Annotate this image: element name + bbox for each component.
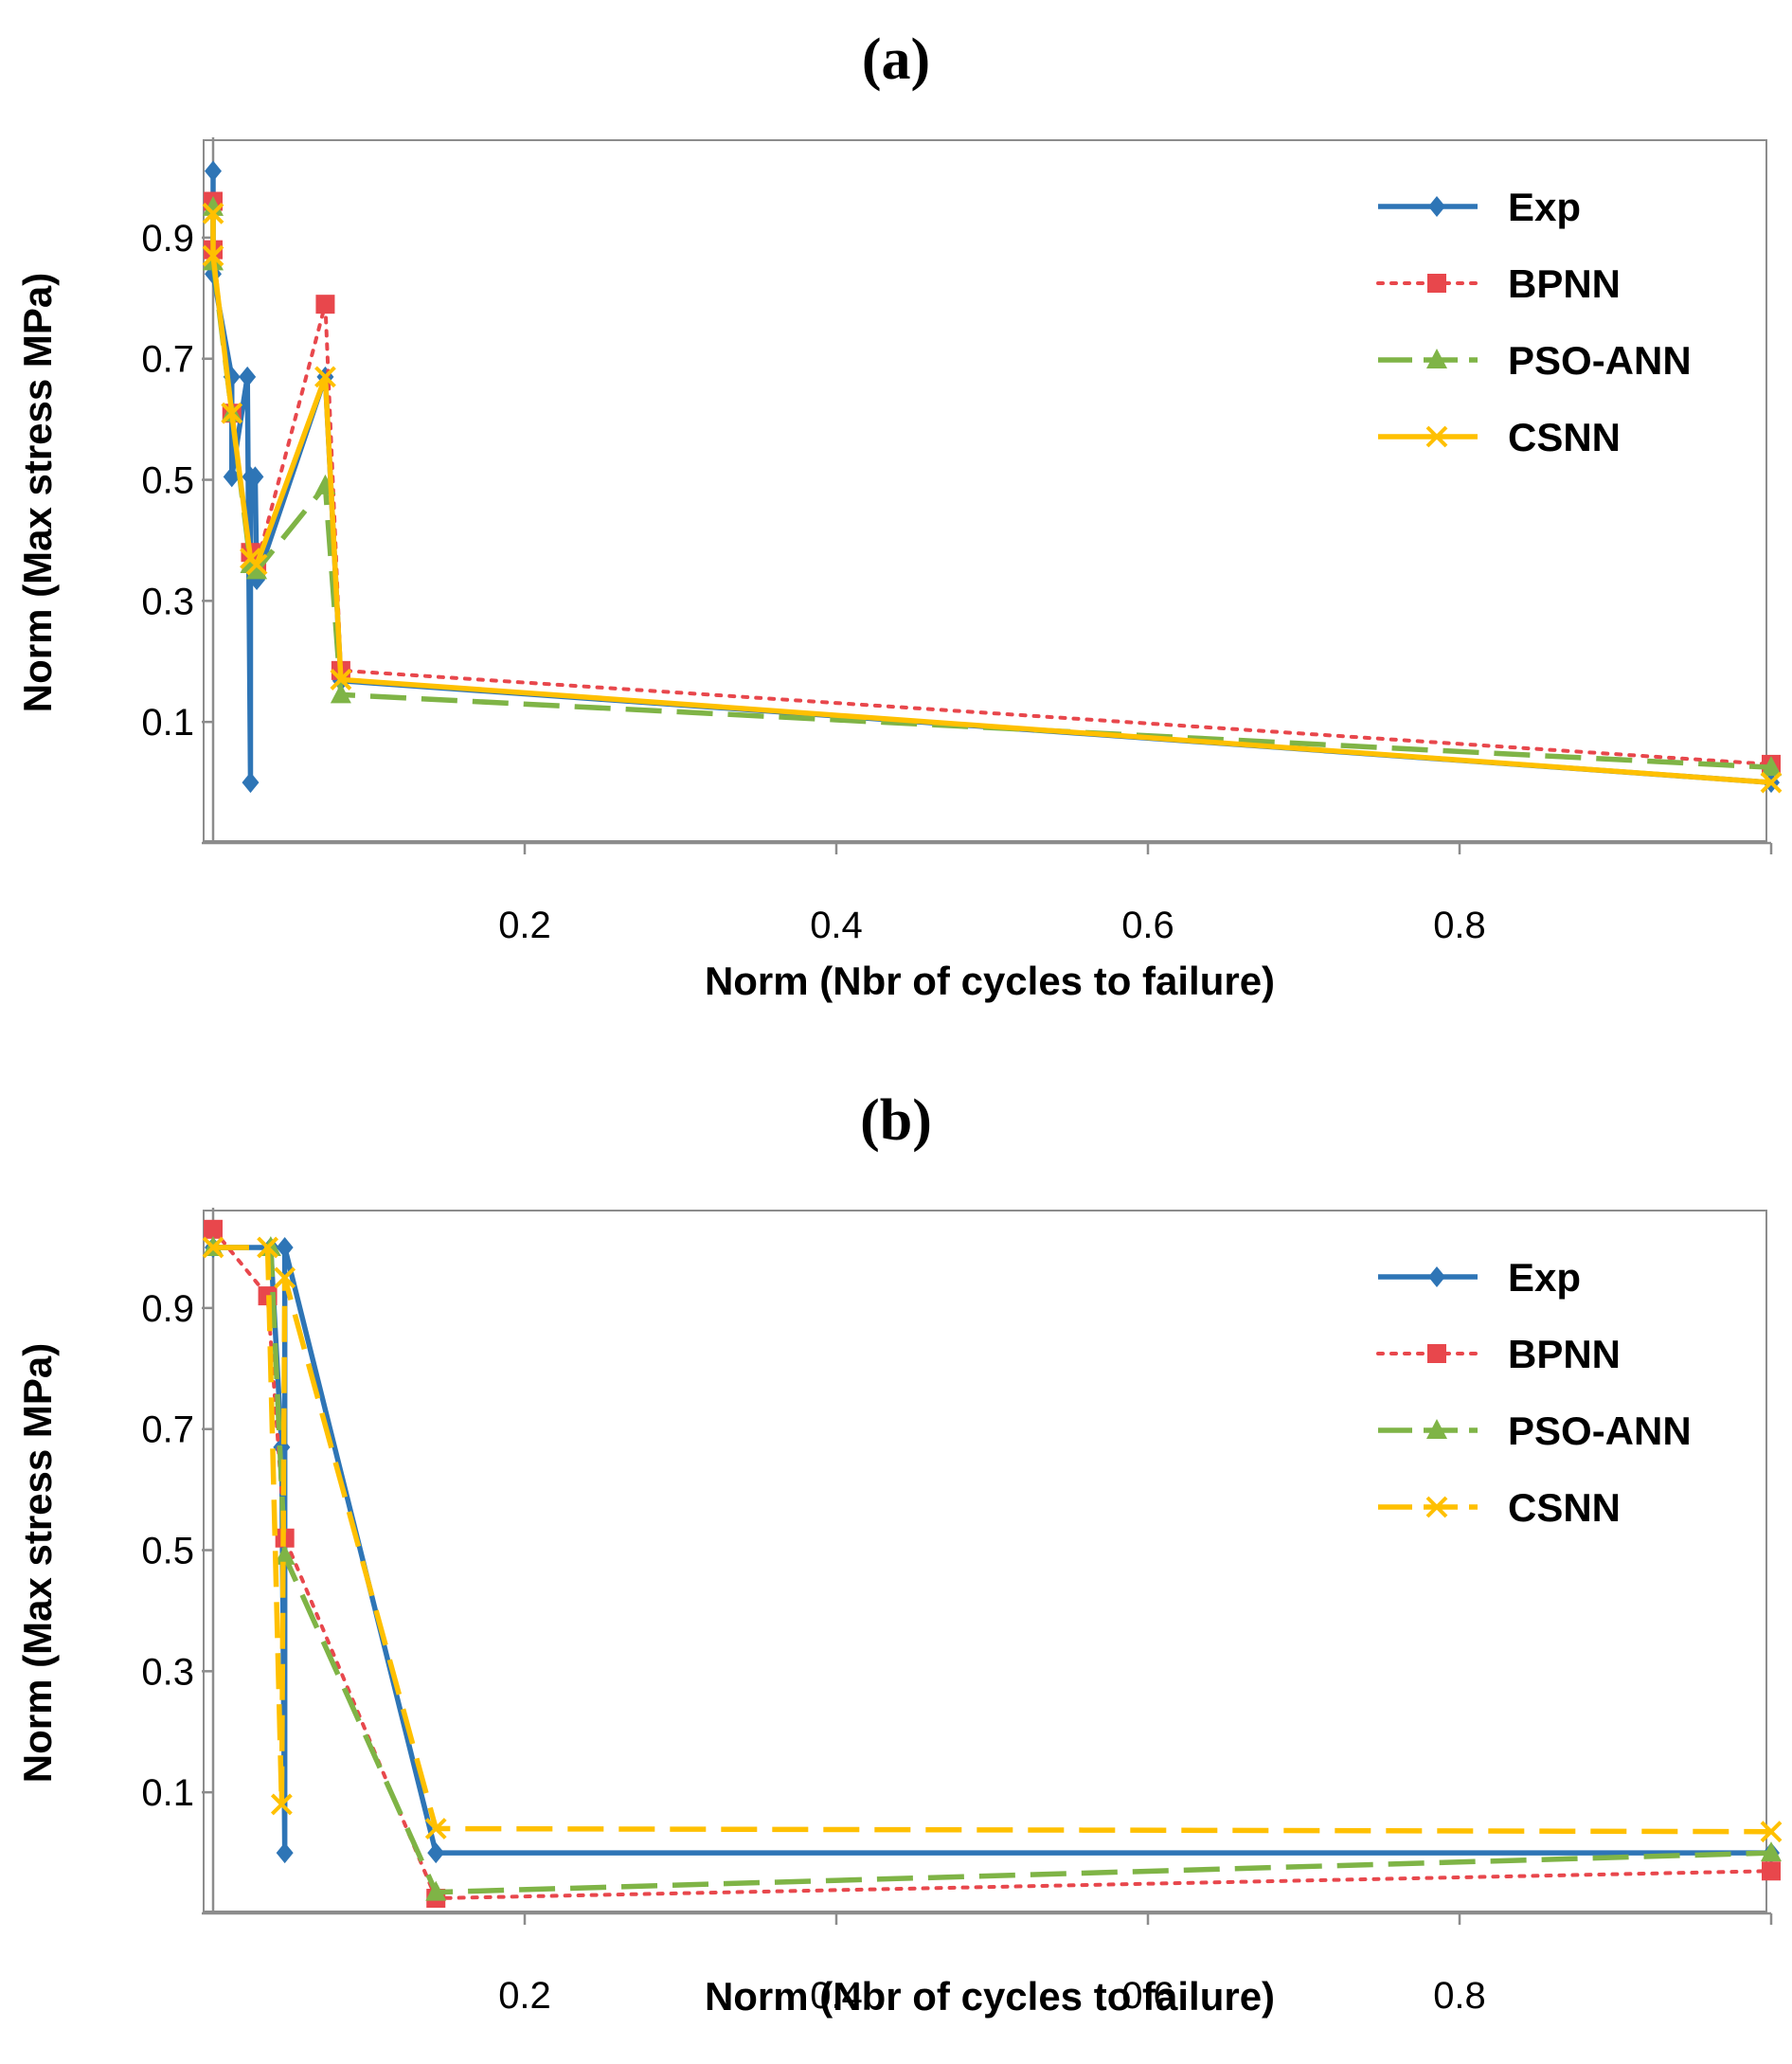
legend: Exp BPNN PSO-ANN CSNN: [1376, 185, 1692, 459]
y-tick-label: 0.9: [141, 218, 194, 260]
x-tick-label: 0.6: [1121, 905, 1174, 946]
data-point-csnn: [314, 366, 336, 388]
x-tick-label: 0.2: [498, 1975, 551, 2017]
data-point-csnn: [270, 1793, 293, 1816]
data-point-exp: [246, 466, 264, 488]
data-point-csnn: [202, 202, 224, 224]
y-axis-label: Norm (Max stress MPa): [15, 273, 60, 712]
y-tick-label: 0.9: [141, 1288, 194, 1330]
data-point-csnn: [330, 669, 352, 691]
legend-label-exp: Exp: [1508, 185, 1581, 229]
data-point-bpnn: [315, 295, 335, 314]
legend-label-csnn: CSNN: [1508, 415, 1621, 459]
data-point-csnn: [221, 402, 243, 424]
legend-marker-pso-ann: [1426, 349, 1447, 368]
legend-marker-csnn: [1425, 1496, 1448, 1518]
chart-a: 0.1 0.3 0.5 0.7 0.9 0.2 0.4 0.6 0.8 Norm (Nbr of …: [15, 137, 1783, 1003]
data-point-exp: [276, 1236, 294, 1258]
data-point-exp: [276, 1842, 294, 1864]
data-point-exp: [205, 160, 222, 182]
plot-frame: [203, 1210, 1767, 1912]
series-csnn: [202, 1236, 1783, 1843]
data-point-csnn: [202, 244, 224, 267]
data-point-csnn: [274, 1266, 296, 1289]
panel-a-title: (a): [861, 27, 931, 92]
data-point-pso-ann: [1761, 756, 1782, 777]
data-point-exp: [223, 466, 241, 488]
data-point-csnn: [245, 553, 268, 576]
legend-label-bpnn: BPNN: [1508, 1332, 1621, 1376]
data-point-csnn: [1760, 771, 1783, 794]
data-point-pso-ann: [203, 195, 224, 216]
x-tick-label: 0.8: [1433, 905, 1486, 946]
data-point-pso-ann: [425, 1880, 447, 1901]
legend-marker-exp: [1428, 1266, 1445, 1287]
y-tick-label: 0.5: [141, 460, 194, 502]
y-tick-label: 0.3: [141, 1651, 194, 1693]
legend-marker-exp: [1428, 196, 1445, 217]
y-axis-label: Norm (Max stress MPa): [15, 1343, 60, 1783]
y-tick-label: 0.1: [141, 1772, 194, 1814]
data-point-csnn: [1760, 1821, 1783, 1843]
data-point-pso-ann: [330, 683, 351, 704]
data-point-exp: [242, 772, 260, 794]
y-tick-label: 0.3: [141, 581, 194, 622]
data-point-pso-ann: [246, 559, 268, 580]
y-tick-label: 0.7: [141, 339, 194, 381]
legend: Exp BPNN PSO-ANN CSNN: [1376, 1255, 1692, 1530]
series-bpnn: [204, 1219, 1781, 1909]
series-line-csnn: [213, 1245, 1772, 1835]
series-line-bpnn: [211, 1227, 1773, 1901]
data-point-csnn: [424, 1818, 447, 1840]
legend-marker-csnn: [1425, 425, 1448, 448]
panel-b-title: (b): [860, 1088, 932, 1153]
data-point-csnn: [257, 1236, 278, 1259]
x-tick-label: 0.6: [1121, 1975, 1174, 2017]
legend-marker-pso-ann: [1426, 1419, 1447, 1439]
data-point-exp: [239, 366, 257, 387]
x-axis-label: Norm (Nbr of cycles to failure): [705, 959, 1275, 1003]
y-tick-label: 0.5: [141, 1531, 194, 1572]
x-tick-label: 0.8: [1433, 1975, 1486, 2017]
series-csnn: [202, 202, 1783, 794]
legend-label-csnn: CSNN: [1508, 1485, 1621, 1530]
data-point-bpnn: [1762, 1861, 1781, 1881]
x-axis-label: Norm (Nbr of cycles to failure): [705, 1974, 1275, 2019]
legend-label-pso-ann: PSO-ANN: [1508, 1409, 1692, 1453]
data-point-bpnn: [204, 1219, 223, 1239]
x-tick-label: 0.4: [810, 1975, 863, 2017]
legend-marker-bpnn: [1427, 1344, 1446, 1363]
legend-marker-bpnn: [1427, 274, 1446, 293]
data-point-pso-ann: [274, 1544, 296, 1565]
legend-label-exp: Exp: [1508, 1255, 1581, 1300]
legend-label-bpnn: BPNN: [1508, 261, 1621, 306]
x-tick-label: 0.4: [810, 905, 863, 946]
plot-frame: [203, 139, 1767, 842]
y-tick-label: 0.1: [141, 702, 194, 744]
data-point-csnn: [202, 1236, 224, 1259]
legend-label-pso-ann: PSO-ANN: [1508, 338, 1692, 383]
y-tick-label: 0.7: [141, 1409, 194, 1451]
data-point-pso-ann: [1761, 1841, 1782, 1862]
x-tick-label: 0.2: [498, 905, 551, 946]
data-point-exp: [427, 1842, 445, 1864]
